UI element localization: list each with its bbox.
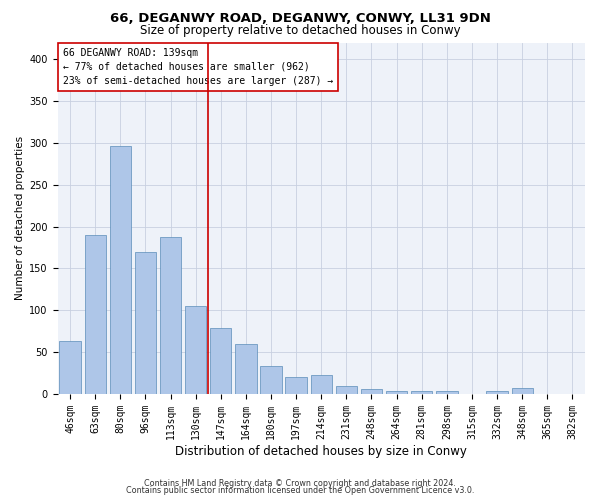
Text: 66, DEGANWY ROAD, DEGANWY, CONWY, LL31 9DN: 66, DEGANWY ROAD, DEGANWY, CONWY, LL31 9… bbox=[110, 12, 490, 26]
Text: Size of property relative to detached houses in Conwy: Size of property relative to detached ho… bbox=[140, 24, 460, 37]
Bar bbox=[487, 390, 508, 394]
Text: Contains HM Land Registry data © Crown copyright and database right 2024.: Contains HM Land Registry data © Crown c… bbox=[144, 478, 456, 488]
Bar bbox=[311, 374, 332, 394]
Bar bbox=[235, 344, 257, 394]
Bar bbox=[59, 342, 81, 394]
Bar bbox=[135, 252, 156, 394]
Bar bbox=[185, 306, 206, 394]
Bar bbox=[386, 390, 407, 394]
Bar bbox=[160, 236, 181, 394]
Bar bbox=[411, 392, 433, 394]
Text: 66 DEGANWY ROAD: 139sqm
← 77% of detached houses are smaller (962)
23% of semi-d: 66 DEGANWY ROAD: 139sqm ← 77% of detache… bbox=[63, 48, 333, 86]
Y-axis label: Number of detached properties: Number of detached properties bbox=[15, 136, 25, 300]
Bar bbox=[512, 388, 533, 394]
Bar bbox=[361, 389, 382, 394]
Bar bbox=[336, 386, 357, 394]
Bar bbox=[286, 377, 307, 394]
Bar bbox=[210, 328, 232, 394]
Bar bbox=[436, 392, 458, 394]
Bar bbox=[260, 366, 281, 394]
X-axis label: Distribution of detached houses by size in Conwy: Distribution of detached houses by size … bbox=[175, 444, 467, 458]
Bar bbox=[85, 235, 106, 394]
Text: Contains public sector information licensed under the Open Government Licence v3: Contains public sector information licen… bbox=[126, 486, 474, 495]
Bar bbox=[110, 146, 131, 394]
